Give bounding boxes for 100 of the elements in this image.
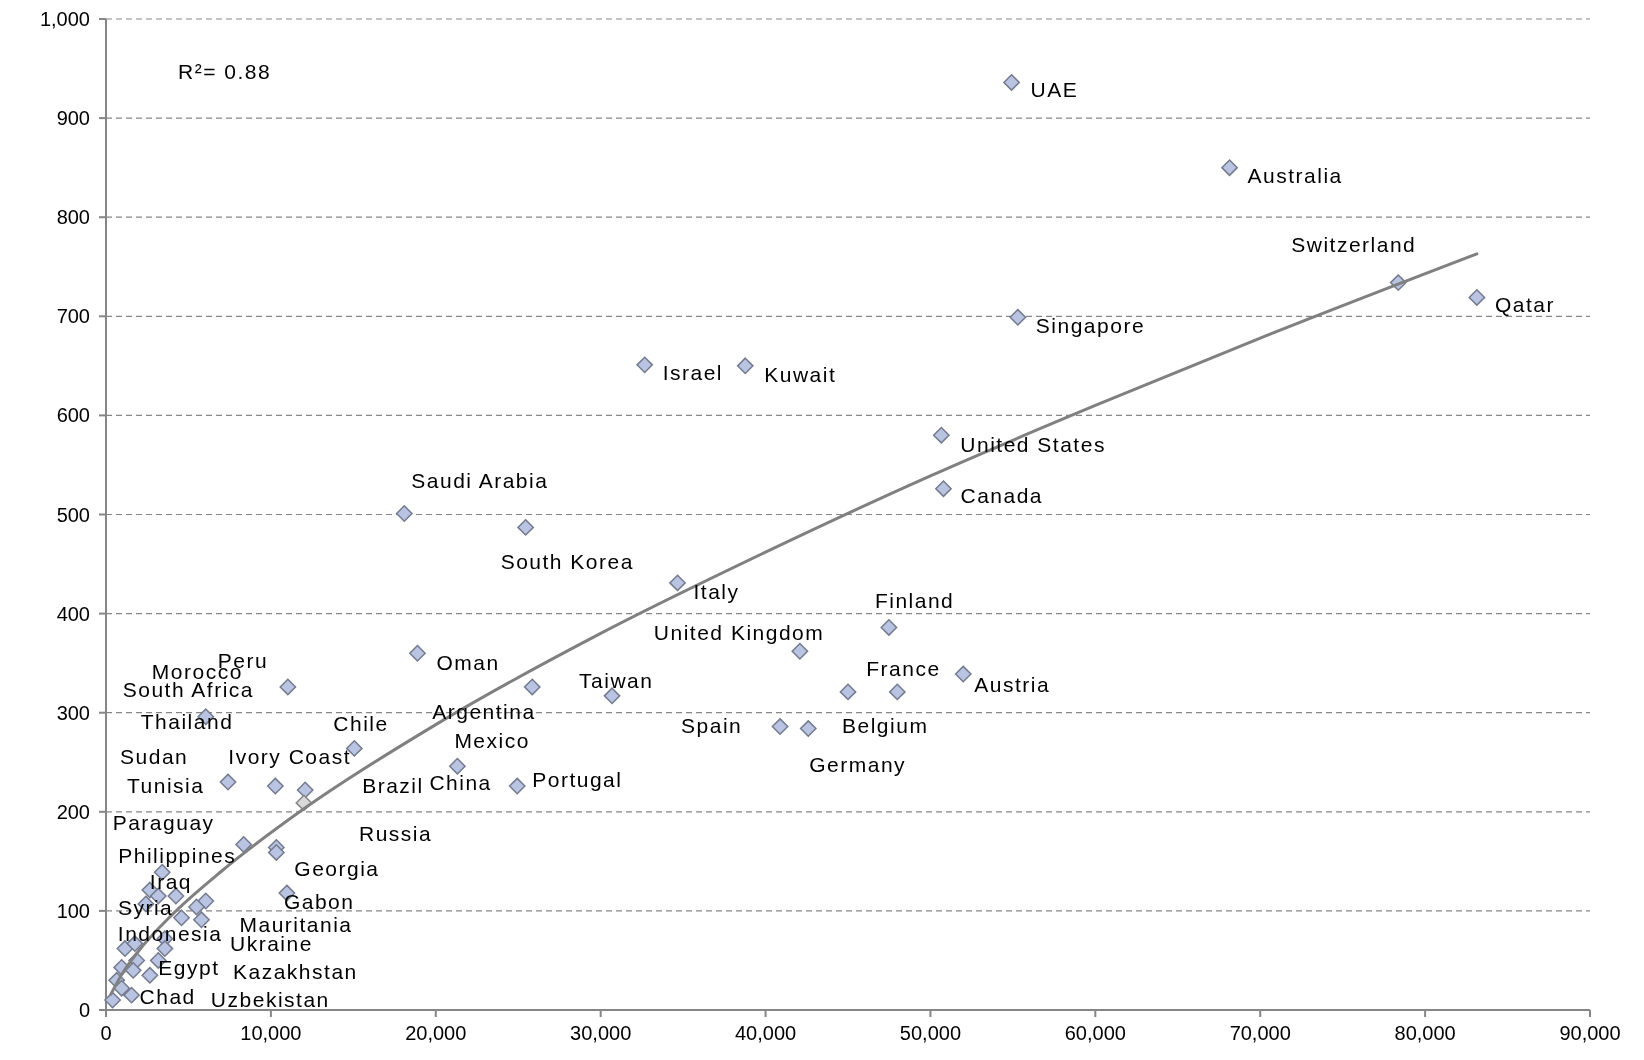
- annotation: Gabon: [283, 890, 355, 914]
- point: [523, 678, 541, 696]
- annotation: Canada: [960, 484, 1044, 508]
- annotation: Portugal: [532, 768, 623, 792]
- annotation: United States: [960, 432, 1106, 456]
- y-tick-label: 400: [56, 602, 90, 625]
- point: [1221, 159, 1238, 177]
- annotation: United Kingdom: [653, 620, 825, 644]
- point: [508, 777, 526, 795]
- point: [104, 991, 122, 1009]
- point: [409, 644, 426, 662]
- point: [669, 574, 686, 592]
- point: [839, 683, 857, 701]
- annotation: R²= 0.88: [178, 60, 272, 84]
- annotation: South Africa: [122, 678, 254, 702]
- annotation: Australia: [1247, 164, 1343, 187]
- annotation: Philippines: [118, 843, 237, 867]
- point: [116, 940, 134, 957]
- y-tick-label: 1,000: [39, 8, 90, 30]
- x-tick-label: 0: [100, 1022, 112, 1044]
- annotation: Belgium: [842, 714, 929, 738]
- annotation: Syria: [117, 896, 174, 920]
- annotation: China: [429, 770, 492, 794]
- annotation: Singapore: [1035, 313, 1146, 337]
- point: [123, 986, 140, 1004]
- x-tick-label: 90,000: [1559, 1022, 1621, 1044]
- y-tick-label: 0: [78, 999, 90, 1021]
- annotation: Italy: [693, 580, 740, 604]
- annotation: Qatar: [1494, 292, 1555, 316]
- point: [395, 505, 413, 522]
- annotation: Ivory Coast: [228, 745, 352, 769]
- annotation: Oman: [436, 650, 500, 674]
- point: [636, 356, 654, 374]
- point: [141, 966, 159, 984]
- annotation: Indonesia: [117, 922, 223, 945]
- point: [113, 979, 131, 997]
- point: [156, 940, 174, 957]
- y-tick-label: 100: [56, 899, 90, 922]
- y-tick-label: 200: [56, 800, 90, 823]
- point: [267, 844, 285, 861]
- annotation: South Korea: [500, 549, 634, 573]
- x-tick-label: 20,000: [405, 1022, 467, 1044]
- annotation: France: [866, 657, 941, 681]
- annotation: Switzerland: [1291, 232, 1417, 256]
- annotation: Germany: [809, 752, 907, 776]
- y-tick-label: 800: [56, 206, 90, 229]
- annotation: Russia: [359, 822, 433, 846]
- point: [1003, 74, 1020, 91]
- point: [296, 781, 314, 799]
- annotation: Georgia: [294, 856, 380, 880]
- point: [266, 777, 284, 795]
- annotation: Brazil: [362, 774, 424, 798]
- y-tick-label: 600: [56, 404, 90, 427]
- annotation: Uzbekistan: [210, 987, 330, 1011]
- annotation: Saudi Arabia: [411, 468, 549, 492]
- x-tick-label: 70,000: [1229, 1022, 1291, 1044]
- x-tick-label: 30,000: [570, 1022, 632, 1044]
- annotation: UAE: [1030, 77, 1079, 101]
- annotation: Paraguay: [112, 810, 215, 834]
- annotation: Chile: [333, 711, 389, 735]
- point: [888, 683, 906, 701]
- x-tick-label: 80,000: [1394, 1022, 1456, 1044]
- annotation: Kazakhstan: [233, 960, 358, 984]
- point: [771, 718, 789, 735]
- x-tick-label: 40,000: [734, 1022, 797, 1044]
- annotation: Thailand: [140, 710, 234, 734]
- annotation: Sudan: [120, 745, 189, 769]
- point: [1009, 308, 1027, 326]
- x-tick-label: 10,000: [240, 1022, 302, 1044]
- annotation: Israel: [662, 361, 724, 385]
- annotation: Iraq: [149, 870, 193, 894]
- point: [880, 619, 898, 636]
- y-tick-label: 700: [56, 305, 90, 328]
- y-tick-label: 900: [56, 107, 90, 130]
- point: [799, 720, 817, 737]
- point: [188, 898, 205, 916]
- point: [448, 757, 466, 775]
- annotation: Argentina: [432, 700, 536, 724]
- x-tick-label: 50,000: [899, 1022, 962, 1044]
- point: [173, 909, 190, 927]
- annotation: Spain: [681, 713, 743, 737]
- point: [235, 836, 253, 853]
- point: [935, 480, 952, 498]
- annotation: Kuwait: [764, 363, 837, 387]
- x-tick-label: 60,000: [1064, 1022, 1126, 1044]
- point: [932, 426, 950, 444]
- annotation: Chad: [139, 985, 196, 1009]
- point: [1468, 289, 1486, 306]
- annotation: Finland: [874, 588, 955, 612]
- annotation: Taiwan: [579, 669, 654, 693]
- point: [124, 961, 142, 979]
- point: [603, 687, 621, 705]
- point: [219, 773, 237, 791]
- point: [279, 678, 297, 696]
- point: [517, 518, 535, 536]
- annotation: Egypt: [158, 955, 220, 979]
- point: [954, 665, 972, 683]
- point: [736, 357, 754, 375]
- annotation: Tunisia: [127, 774, 205, 798]
- y-tick-label: 300: [56, 701, 90, 724]
